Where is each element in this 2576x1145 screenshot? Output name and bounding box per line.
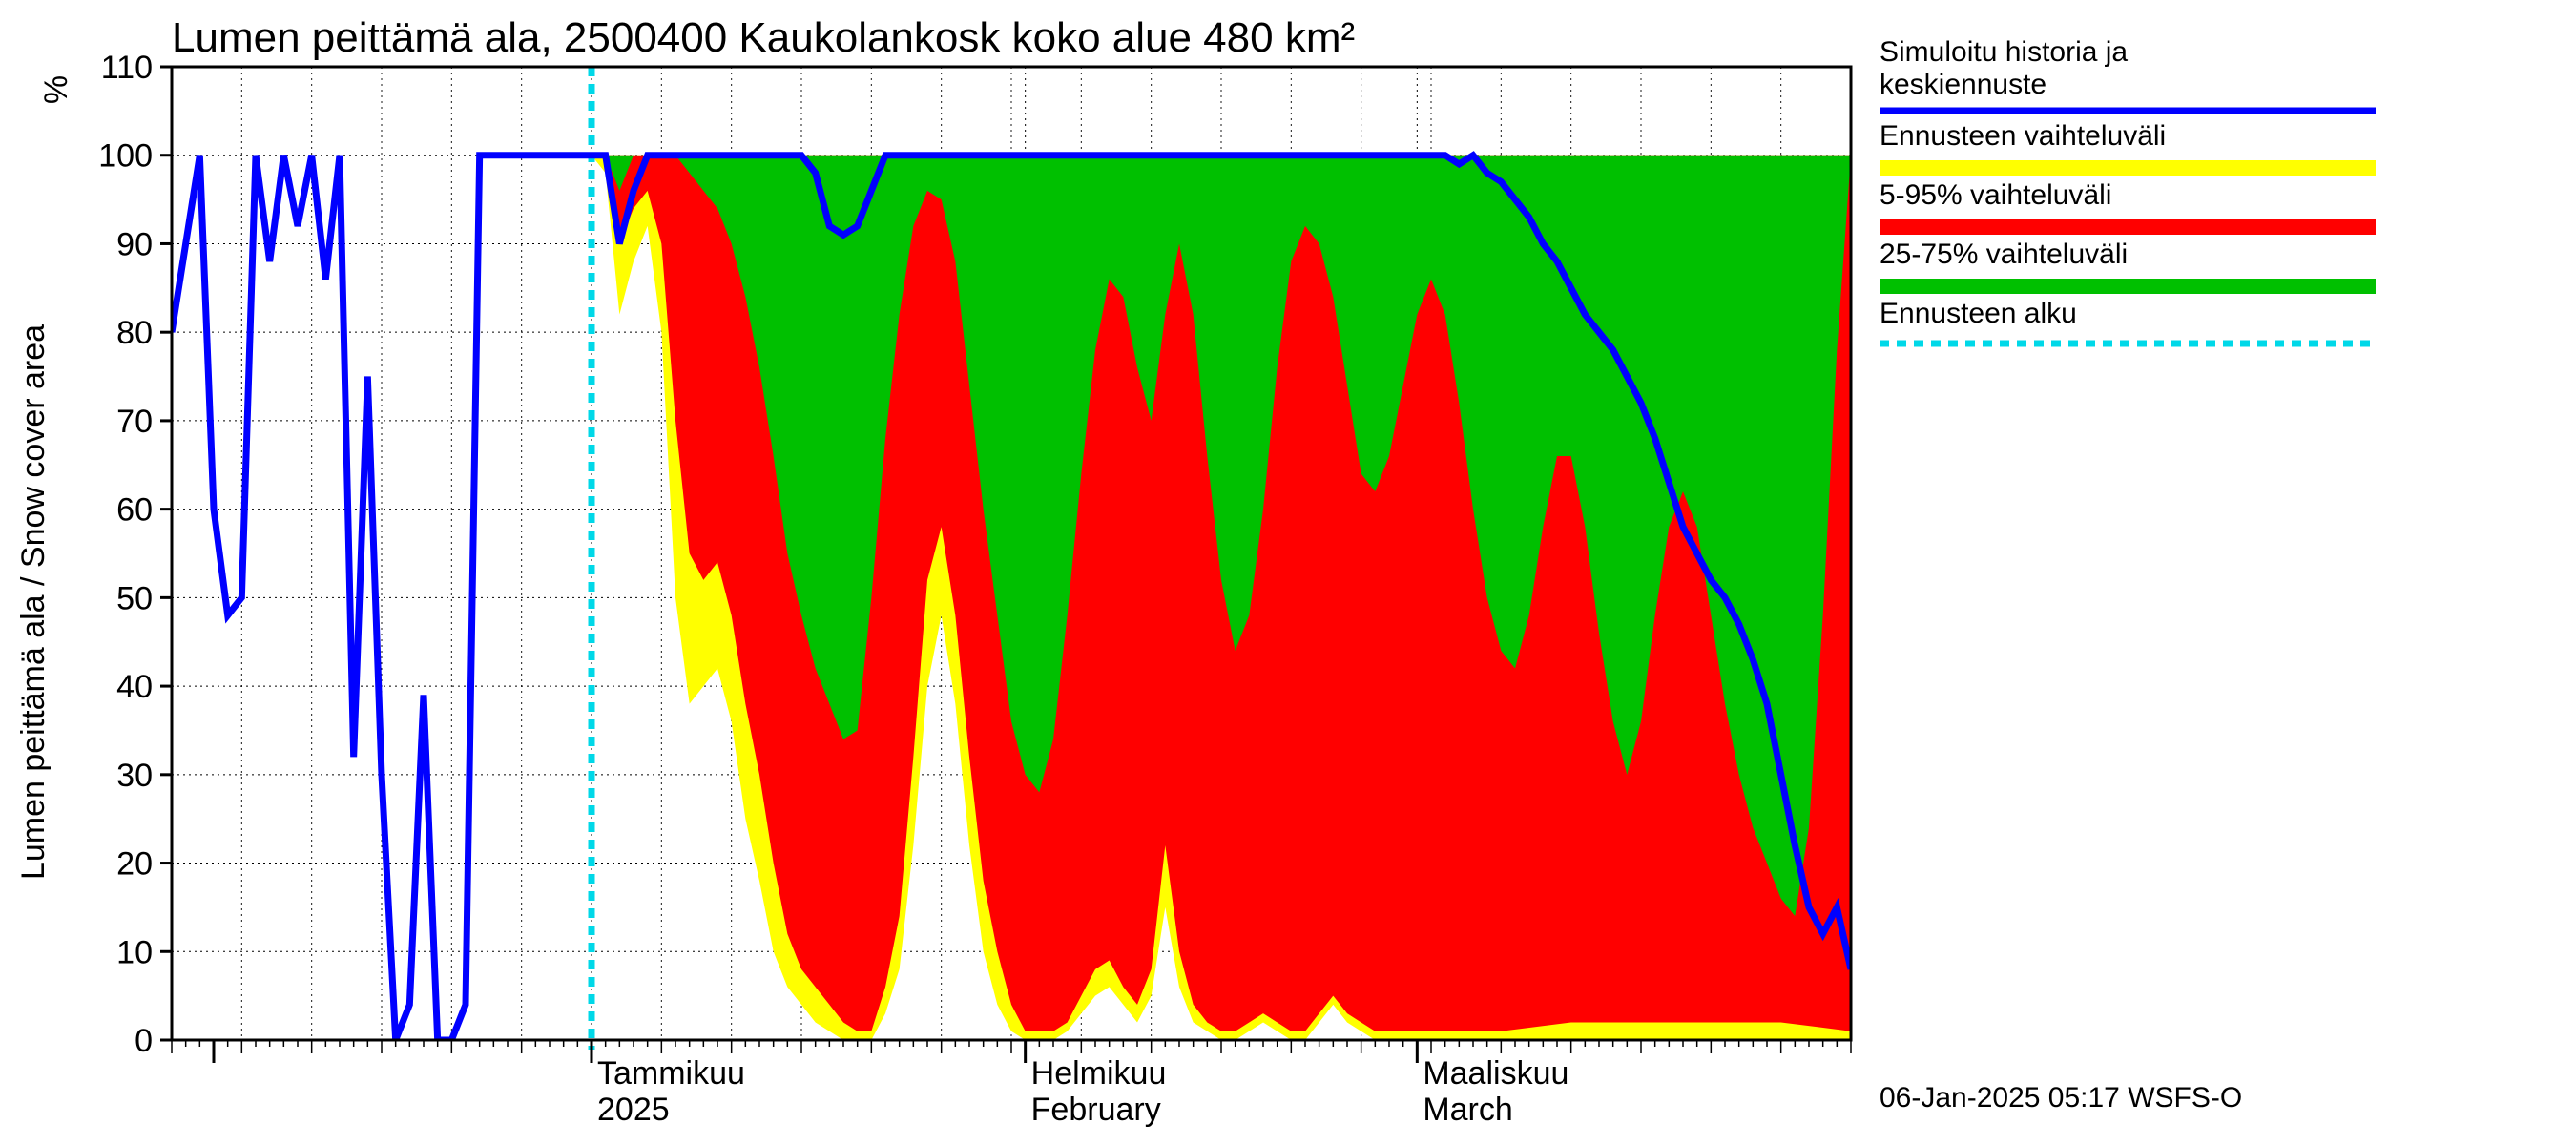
legend-25-75-label: 25-75% vaihteluväli bbox=[1880, 239, 2128, 270]
svg-text:30: 30 bbox=[116, 758, 153, 794]
svg-text:keskiennuste: keskiennuste bbox=[1880, 69, 2046, 100]
y-axis-unit: % bbox=[38, 75, 74, 104]
x-month-sublabel: February bbox=[1031, 1092, 1161, 1128]
footer-timestamp: 06-Jan-2025 05:17 WSFS-O bbox=[1880, 1082, 2242, 1114]
svg-text:70: 70 bbox=[116, 404, 153, 440]
legend-5-95-label: 5-95% vaihteluväli bbox=[1880, 179, 2111, 211]
x-month-sublabel: 2025 bbox=[597, 1092, 670, 1128]
svg-text:50: 50 bbox=[116, 580, 153, 616]
svg-text:110: 110 bbox=[101, 50, 153, 86]
legend-sim-label: Simuloitu historia ja bbox=[1880, 36, 2128, 68]
svg-text:20: 20 bbox=[116, 846, 153, 883]
svg-text:40: 40 bbox=[116, 669, 153, 705]
chart-svg: 0 10 20 30 40 50 60 70 80 90 100 110 Tammikuu2025 Hel… bbox=[0, 0, 2576, 1145]
x-month-label: Tammikuu bbox=[597, 1055, 745, 1092]
svg-text:10: 10 bbox=[116, 934, 153, 970]
x-month-sublabel: March bbox=[1423, 1092, 1512, 1128]
x-month-label: Helmikuu bbox=[1031, 1055, 1167, 1092]
svg-text:0: 0 bbox=[135, 1023, 153, 1059]
svg-text:90: 90 bbox=[116, 226, 153, 262]
svg-text:100: 100 bbox=[98, 138, 153, 175]
legend-forecast-start-label: Ennusteen alku bbox=[1880, 298, 2077, 329]
y-axis-label: Lumen peittämä ala / Snow cover area bbox=[15, 324, 52, 880]
svg-text:60: 60 bbox=[116, 492, 153, 529]
chart-root: 0 10 20 30 40 50 60 70 80 90 100 110 Tammikuu2025 Hel… bbox=[0, 0, 2576, 1145]
x-month-label: Maaliskuu bbox=[1423, 1055, 1568, 1092]
legend-full-label: Ennusteen vaihteluväli bbox=[1880, 120, 2166, 152]
svg-text:80: 80 bbox=[116, 315, 153, 351]
chart-title: Lumen peittämä ala, 2500400 Kaukolankosk… bbox=[172, 14, 1355, 61]
forecast-bands bbox=[592, 156, 1851, 1040]
